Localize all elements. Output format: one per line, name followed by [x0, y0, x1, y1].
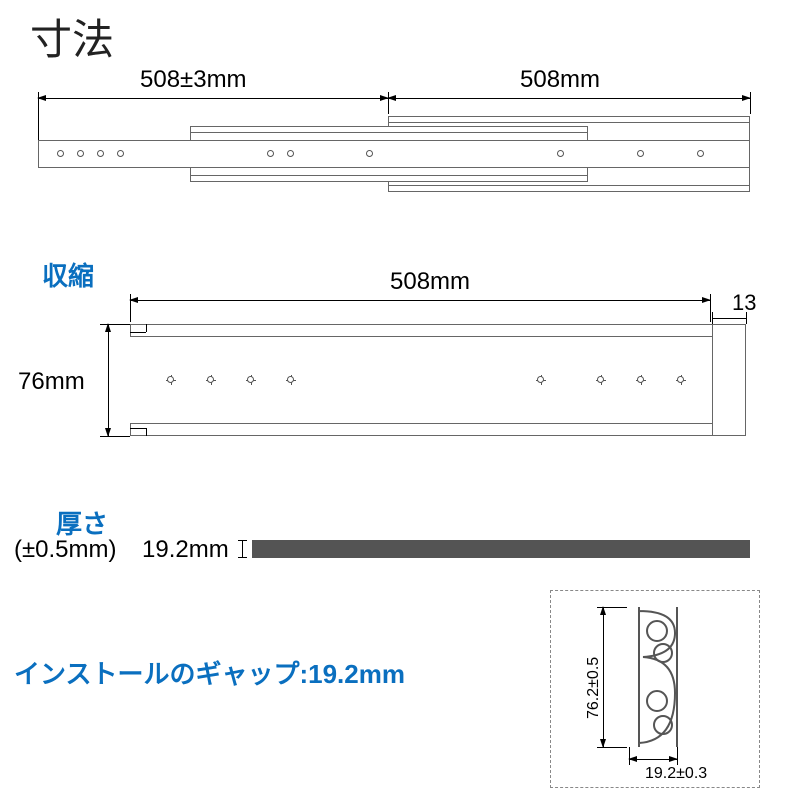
mounting-hole — [637, 376, 644, 383]
mounting-hole — [537, 376, 544, 383]
mounting-hole — [247, 376, 254, 383]
ext-tick — [746, 312, 747, 324]
mounting-hole — [267, 150, 274, 157]
ext-tick — [100, 436, 130, 437]
mounting-hole — [287, 150, 294, 157]
mounting-hole — [366, 150, 373, 157]
dim-extended-left-label: 508±3mm — [140, 66, 247, 94]
notch — [130, 428, 146, 429]
mounting-hole — [597, 376, 604, 383]
thickness-tolerance: (±0.5mm) — [14, 536, 117, 564]
notch — [146, 428, 147, 436]
ext-tick — [712, 312, 713, 324]
dim-closed-top-line — [130, 300, 710, 301]
detail-height-dimline — [603, 607, 604, 747]
dim-extended-right-label: 508mm — [520, 66, 600, 94]
detail-profile-box: 76.2±0.5 19.2±0.3 — [550, 590, 760, 788]
notch — [146, 324, 147, 332]
ext-tick — [130, 294, 131, 322]
ext-tick — [710, 294, 711, 322]
detail-height-label: 76.2±0.5 — [585, 657, 603, 719]
ext-tick — [629, 747, 630, 765]
mounting-hole — [287, 376, 294, 383]
mounting-hole — [77, 150, 84, 157]
ext-tick — [597, 747, 627, 748]
mounting-hole — [697, 150, 704, 157]
mounting-hole — [557, 150, 564, 157]
mounting-hole — [207, 376, 214, 383]
ext-tick — [677, 747, 678, 765]
mounting-hole — [677, 376, 684, 383]
section-closed-heading: 収縮 — [42, 256, 94, 293]
page-title: 寸法 — [30, 6, 114, 67]
detail-width-dimline — [629, 759, 677, 760]
thickness-tick-top — [238, 540, 247, 541]
mounting-hole — [167, 376, 174, 383]
dim-closed-end-label: 13 — [732, 290, 756, 316]
dim-closed-end-line — [712, 318, 746, 319]
detail-width-label: 19.2±0.3 — [645, 765, 707, 783]
ext-tick — [100, 324, 130, 325]
install-gap-text: インストールのギャップ:19.2mm — [14, 654, 405, 691]
dim-extended-right-line — [388, 98, 750, 99]
dim-extended-left-line — [38, 98, 388, 99]
thickness-bar — [252, 540, 750, 558]
mounting-hole — [57, 150, 64, 157]
dim-closed-height-line — [108, 324, 109, 436]
notch — [130, 332, 146, 333]
ext-tick — [38, 92, 39, 142]
closed-body-inner — [130, 336, 746, 424]
thickness-value: 19.2mm — [142, 536, 229, 564]
dim-closed-top-label: 508mm — [390, 268, 470, 296]
slide-profile-icon — [629, 607, 709, 747]
mounting-hole — [117, 150, 124, 157]
ext-tick — [597, 607, 627, 608]
dim-closed-height-label: 76mm — [18, 368, 85, 396]
mounting-hole — [637, 150, 644, 157]
thickness-tick — [242, 540, 243, 558]
closed-end-cap — [712, 324, 746, 436]
ext-tick — [388, 92, 389, 114]
thickness-tick-bot — [238, 557, 247, 558]
ext-tick — [750, 92, 751, 114]
mounting-hole — [97, 150, 104, 157]
